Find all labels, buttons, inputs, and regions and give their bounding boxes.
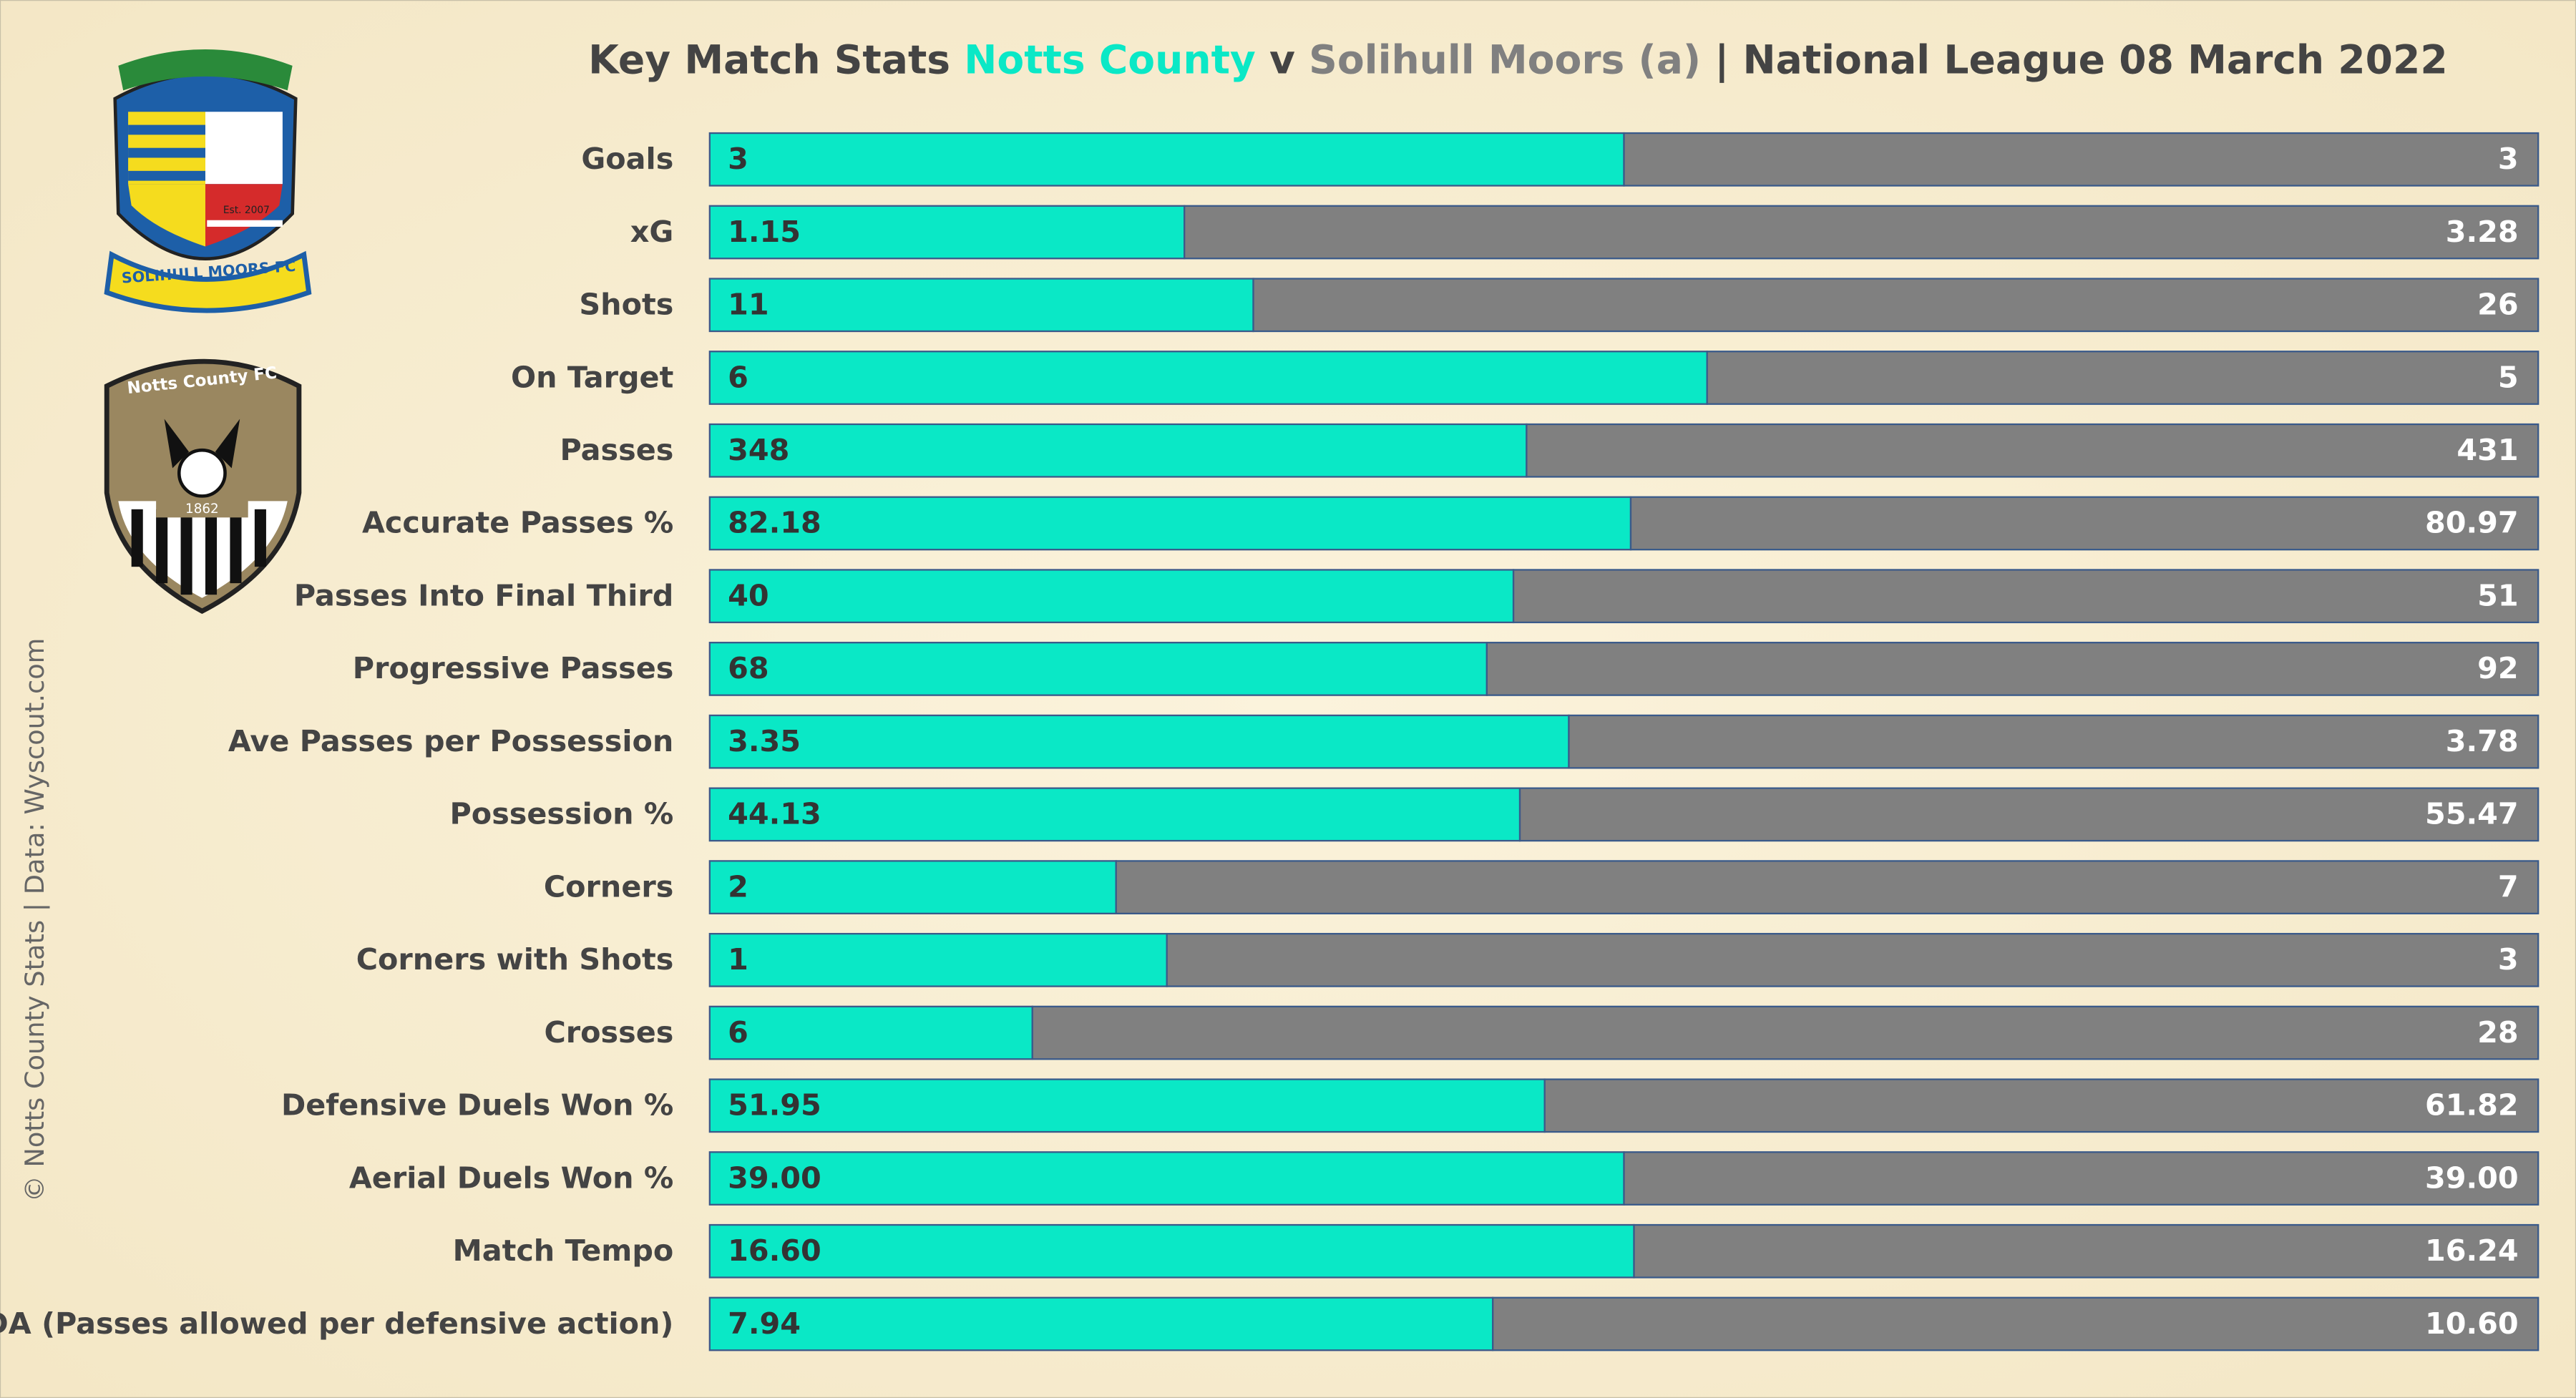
bar-segment bbox=[708, 1296, 1494, 1351]
value-label: 5 bbox=[2498, 360, 2519, 394]
value-label: 28 bbox=[2477, 1015, 2519, 1050]
value-label: 82.18 bbox=[728, 506, 821, 540]
bar-segment bbox=[1252, 278, 2540, 333]
value-label: 1.15 bbox=[728, 215, 801, 249]
value-label: 39.00 bbox=[728, 1160, 821, 1195]
value-label: 68 bbox=[728, 651, 769, 685]
category-label: Passes bbox=[560, 433, 673, 467]
title-home: Notts County bbox=[964, 36, 1256, 82]
bar-segment bbox=[1115, 860, 2540, 914]
value-label: 7.94 bbox=[728, 1306, 801, 1341]
value-label: 39.00 bbox=[2425, 1160, 2519, 1195]
chart-title: Key Match Stats Notts County v Solihull … bbox=[588, 36, 2447, 83]
bar-segment bbox=[1543, 1078, 2540, 1133]
value-label: 6 bbox=[728, 360, 748, 394]
category-label: Progressive Passes bbox=[353, 651, 674, 685]
logo-text: Est. 2007 bbox=[223, 205, 270, 216]
category-label: Defensive Duels Won % bbox=[281, 1088, 673, 1123]
value-label: 348 bbox=[728, 433, 789, 467]
value-label: 16.24 bbox=[2425, 1233, 2519, 1268]
title-prefix: Key Match Stats bbox=[588, 36, 950, 82]
bar-segment bbox=[1629, 496, 2540, 551]
bar-segment bbox=[708, 351, 1708, 405]
category-label: On Target bbox=[511, 360, 673, 394]
bar-segment bbox=[1633, 1223, 2540, 1279]
notts-logo: 1862 Notts County FC bbox=[104, 358, 302, 615]
bar-segment bbox=[1623, 132, 2540, 187]
bar-segment bbox=[708, 1078, 1546, 1133]
category-label: PPDA (Passes allowed per defensive actio… bbox=[0, 1306, 673, 1341]
bar-segment bbox=[708, 423, 1528, 478]
bar-segment bbox=[1031, 1005, 2540, 1060]
category-label: Possession % bbox=[450, 797, 674, 831]
value-label: 3 bbox=[2498, 142, 2519, 176]
bar-segment bbox=[708, 787, 1521, 842]
bar-segment bbox=[1526, 423, 2540, 478]
category-label: Aerial Duels Won % bbox=[349, 1160, 673, 1195]
bar-segment bbox=[708, 860, 1117, 914]
value-label: 16.60 bbox=[728, 1233, 821, 1268]
logo-text: 1862 bbox=[185, 502, 219, 517]
value-label: 44.13 bbox=[728, 797, 821, 831]
value-label: 3.28 bbox=[2446, 215, 2519, 249]
value-label: 3.78 bbox=[2446, 724, 2519, 758]
bar-segment bbox=[708, 932, 1168, 987]
bar-segment bbox=[708, 278, 1254, 333]
bar-segment bbox=[1568, 714, 2540, 769]
value-label: 3.35 bbox=[728, 724, 801, 758]
credit: © Notts County Stats | Data: Wyscout.com bbox=[19, 638, 51, 1202]
value-label: 2 bbox=[728, 869, 748, 904]
value-label: 10.60 bbox=[2425, 1306, 2519, 1341]
value-label: 55.47 bbox=[2425, 797, 2519, 831]
bar-segment bbox=[1706, 351, 2540, 405]
category-label: Crosses bbox=[544, 1015, 673, 1050]
category-label: xG bbox=[630, 215, 674, 249]
title-away: Solihull Moors (a) bbox=[1309, 36, 1701, 82]
category-label: Accurate Passes % bbox=[362, 506, 673, 540]
bar-segment bbox=[1492, 1296, 2540, 1351]
value-label: 51.95 bbox=[728, 1088, 821, 1123]
bar-segment bbox=[1623, 1151, 2540, 1206]
bar-segment bbox=[708, 642, 1488, 696]
value-label: 431 bbox=[2457, 433, 2518, 467]
bar-segment bbox=[708, 132, 1625, 187]
value-label: 26 bbox=[2477, 288, 2519, 322]
value-label: 7 bbox=[2498, 869, 2519, 904]
bar-segment bbox=[1518, 787, 2540, 842]
category-label: Ave Passes per Possession bbox=[228, 724, 673, 758]
title-joiner: v bbox=[1269, 36, 1295, 82]
category-label: Corners bbox=[544, 869, 673, 904]
category-label: Corners with Shots bbox=[356, 942, 674, 977]
category-label: Match Tempo bbox=[453, 1233, 674, 1268]
bar-segment bbox=[708, 496, 1632, 551]
bar-segment bbox=[1184, 205, 2540, 260]
bar-segment bbox=[1512, 569, 2540, 624]
value-label: 3 bbox=[2498, 942, 2519, 977]
bar-segment bbox=[708, 569, 1515, 624]
title-suffix: | National League 08 March 2022 bbox=[1714, 36, 2447, 83]
value-label: 3 bbox=[728, 142, 748, 176]
bar-segment bbox=[708, 205, 1186, 260]
value-label: 51 bbox=[2477, 578, 2519, 612]
category-label: Shots bbox=[579, 288, 673, 322]
value-label: 92 bbox=[2477, 651, 2519, 685]
bar-segment bbox=[708, 1223, 1635, 1279]
category-label: Goals bbox=[581, 142, 673, 176]
solihull-logo: SOLIHULL MOORS FC Est. 2007 bbox=[104, 49, 312, 313]
bar-segment bbox=[708, 1151, 1625, 1206]
value-label: 11 bbox=[728, 288, 769, 322]
category-label: Passes Into Final Third bbox=[294, 578, 673, 612]
bar-segment bbox=[1166, 932, 2540, 987]
value-label: 1 bbox=[728, 942, 748, 977]
bar-segment bbox=[1485, 642, 2540, 696]
value-label: 40 bbox=[728, 578, 769, 612]
bar-segment bbox=[708, 1005, 1033, 1060]
bar-segment bbox=[708, 714, 1570, 769]
value-label: 6 bbox=[728, 1015, 748, 1050]
value-label: 61.82 bbox=[2425, 1088, 2519, 1123]
value-label: 80.97 bbox=[2425, 506, 2519, 540]
